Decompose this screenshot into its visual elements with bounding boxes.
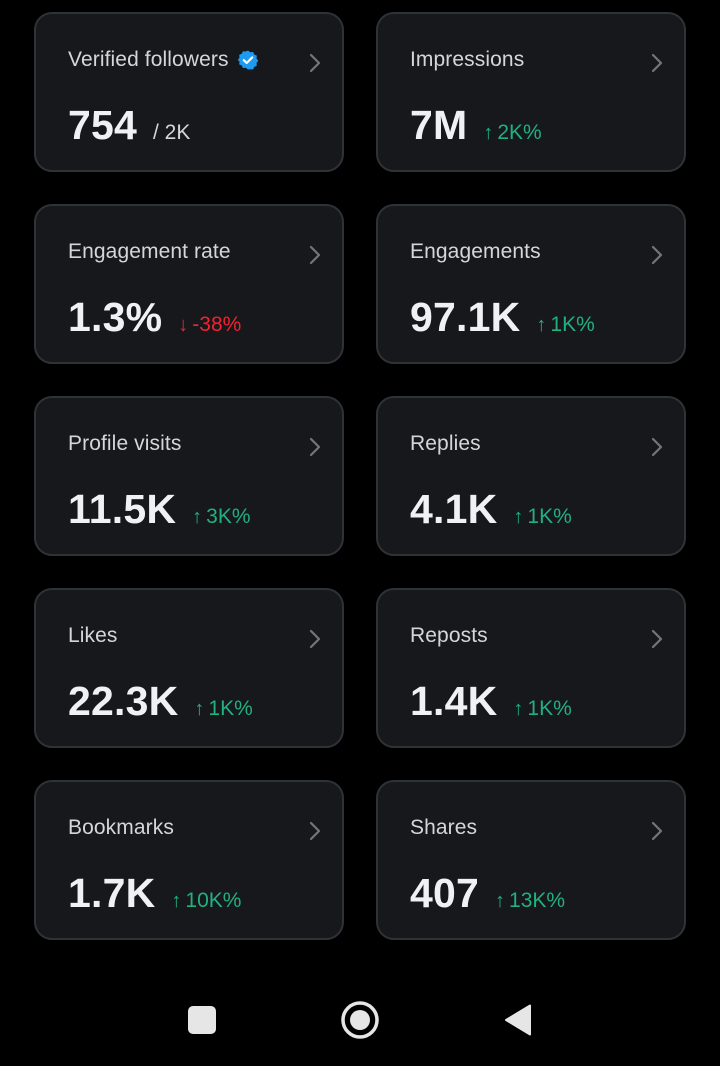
card-value: 11.5K xyxy=(68,486,177,532)
card-label-row: Bookmarks xyxy=(68,816,174,840)
card-label-row: Verified followers xyxy=(68,48,259,72)
card-value-row: 11.5K ↑ 3K% xyxy=(68,486,251,533)
system-navigation-bar xyxy=(0,980,720,1060)
card-label-row: Shares xyxy=(410,816,477,840)
chevron-right-icon xyxy=(309,53,321,73)
arrow-up-icon: ↑ xyxy=(513,698,524,720)
card-label: Replies xyxy=(410,432,481,455)
card-engagement-rate[interactable]: Engagement rate 1.3% ↓ -38% xyxy=(34,204,344,364)
card-value-row: 754 / 2K xyxy=(68,102,190,149)
back-button[interactable] xyxy=(496,998,540,1042)
chevron-right-icon xyxy=(309,821,321,841)
card-label: Bookmarks xyxy=(68,816,174,839)
card-value-row: 1.7K ↑ 10K% xyxy=(68,870,241,917)
card-delta: ↑ 2K% xyxy=(483,121,541,145)
card-label-row: Impressions xyxy=(410,48,524,72)
arrow-up-icon: ↑ xyxy=(483,122,494,144)
verified-badge-icon xyxy=(237,50,258,70)
back-triangle-icon xyxy=(505,1004,531,1036)
card-bookmarks[interactable]: Bookmarks 1.7K ↑ 10K% xyxy=(34,780,344,940)
card-delta-value: 13K% xyxy=(509,889,566,912)
card-value-row: 1.4K ↑ 1K% xyxy=(410,678,572,725)
card-replies[interactable]: Replies 4.1K ↑ 1K% xyxy=(376,396,686,556)
home-circle-icon xyxy=(341,1001,379,1039)
card-delta-value: 2K% xyxy=(497,121,542,144)
card-label: Impressions xyxy=(410,48,525,71)
chevron-right-icon xyxy=(309,629,321,649)
card-label: Engagements xyxy=(410,240,541,263)
card-delta: ↓ -38% xyxy=(178,313,241,337)
card-delta: ↑ 3K% xyxy=(192,505,250,529)
chevron-right-icon xyxy=(651,629,663,649)
card-value-row: 4.1K ↑ 1K% xyxy=(410,486,572,533)
card-label-row: Reposts xyxy=(410,624,488,648)
card-value: 754 xyxy=(68,102,138,148)
arrow-up-icon: ↑ xyxy=(513,506,524,528)
recents-square-icon xyxy=(188,1006,216,1034)
card-label-row: Profile visits xyxy=(68,432,181,456)
chevron-right-icon xyxy=(309,437,321,457)
card-label: Verified followers xyxy=(68,48,229,71)
card-delta-value: 1K% xyxy=(527,697,572,720)
card-label: Profile visits xyxy=(68,432,182,455)
card-delta: ↑ 1K% xyxy=(513,697,571,721)
card-engagements[interactable]: Engagements 97.1K ↑ 1K% xyxy=(376,204,686,364)
metrics-grid: Verified followers 754 / 2K Impressions … xyxy=(34,12,686,940)
card-value: 22.3K xyxy=(68,678,179,724)
chevron-right-icon xyxy=(651,821,663,841)
arrow-up-icon: ↑ xyxy=(171,890,182,912)
card-delta: ↑ 1K% xyxy=(513,505,571,529)
card-value: 1.7K xyxy=(68,870,156,916)
home-button[interactable] xyxy=(338,998,382,1042)
card-delta: ↑ 13K% xyxy=(495,889,565,913)
card-delta-value: 3K% xyxy=(206,505,251,528)
arrow-down-icon: ↓ xyxy=(178,314,189,336)
arrow-up-icon: ↑ xyxy=(192,506,203,528)
card-verified-followers[interactable]: Verified followers 754 / 2K xyxy=(34,12,344,172)
card-delta: ↑ 1K% xyxy=(536,313,594,337)
card-value-row: 1.3% ↓ -38% xyxy=(68,294,241,341)
card-impressions[interactable]: Impressions 7M ↑ 2K% xyxy=(376,12,686,172)
card-value: 97.1K xyxy=(410,294,521,340)
recents-button[interactable] xyxy=(180,998,224,1042)
card-value: 7M xyxy=(410,102,468,148)
card-delta-value: 1K% xyxy=(550,313,595,336)
card-label-row: Replies xyxy=(410,432,481,456)
arrow-up-icon: ↑ xyxy=(194,698,205,720)
card-delta-value: -38% xyxy=(192,313,242,336)
card-value-row: 97.1K ↑ 1K% xyxy=(410,294,595,341)
chevron-right-icon xyxy=(651,245,663,265)
card-subtotal: / 2K xyxy=(153,121,191,144)
arrow-up-icon: ↑ xyxy=(495,890,506,912)
arrow-up-icon: ↑ xyxy=(536,314,547,336)
card-likes[interactable]: Likes 22.3K ↑ 1K% xyxy=(34,588,344,748)
card-reposts[interactable]: Reposts 1.4K ↑ 1K% xyxy=(376,588,686,748)
card-label: Reposts xyxy=(410,624,488,647)
chevron-right-icon xyxy=(651,53,663,73)
card-value: 4.1K xyxy=(410,486,498,532)
card-delta: ↑ 10K% xyxy=(171,889,241,913)
card-value: 1.4K xyxy=(410,678,498,724)
card-value-row: 7M ↑ 2K% xyxy=(410,102,542,149)
card-value: 407 xyxy=(410,870,480,916)
card-label-row: Engagement rate xyxy=(68,240,231,264)
card-delta-value: 1K% xyxy=(527,505,572,528)
card-value-row: 407 ↑ 13K% xyxy=(410,870,565,917)
card-delta-value: 1K% xyxy=(208,697,253,720)
card-profile-visits[interactable]: Profile visits 11.5K ↑ 3K% xyxy=(34,396,344,556)
card-shares[interactable]: Shares 407 ↑ 13K% xyxy=(376,780,686,940)
chevron-right-icon xyxy=(651,437,663,457)
card-label: Likes xyxy=(68,624,118,647)
card-value-row: 22.3K ↑ 1K% xyxy=(68,678,253,725)
card-label: Shares xyxy=(410,816,478,839)
card-delta: ↑ 1K% xyxy=(194,697,252,721)
card-label-row: Engagements xyxy=(410,240,541,264)
card-delta-value: 10K% xyxy=(185,889,242,912)
card-label-row: Likes xyxy=(68,624,118,648)
card-value: 1.3% xyxy=(68,294,163,340)
chevron-right-icon xyxy=(309,245,321,265)
card-label: Engagement rate xyxy=(68,240,231,263)
